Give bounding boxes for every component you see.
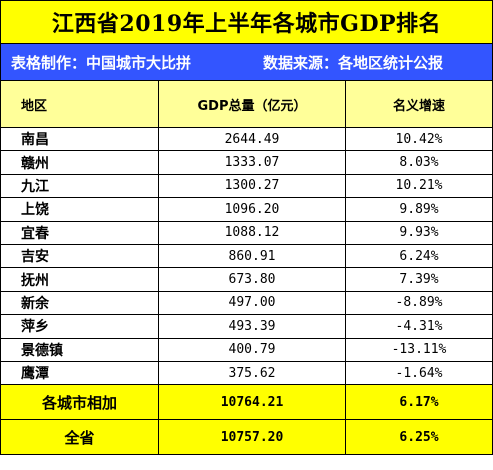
cell-region: 萍乡: [0, 315, 159, 339]
cell-gdp: 1333.07: [159, 151, 346, 175]
cell-gdp: 673.80: [159, 268, 346, 292]
cell-growth: 9.93%: [346, 221, 493, 245]
data-source-text: 数据来源：各地区统计公报: [263, 53, 444, 72]
cell-gdp: 860.91: [159, 245, 346, 269]
cell-growth: 10.42%: [346, 128, 493, 152]
table-row: 宜春 1088.12 9.93%: [0, 221, 493, 245]
table-title-bar: 江西省2019年上半年各城市GDP排名: [0, 0, 493, 44]
cell-growth: -4.31%: [346, 315, 493, 339]
table-row: 上饶 1096.20 9.89%: [0, 198, 493, 222]
cell-growth: 6.25%: [346, 420, 493, 456]
table-row: 赣州 1333.07 8.03%: [0, 151, 493, 175]
table-row: 萍乡 493.39 -4.31%: [0, 315, 493, 339]
source-info-bar: 表格制作：中国城市大比拼 数据来源：各地区统计公报: [0, 44, 493, 80]
cell-gdp: 1096.20: [159, 198, 346, 222]
cell-region: 鹰潭: [0, 362, 159, 386]
cell-growth: -8.89%: [346, 291, 493, 316]
cell-growth: 7.39%: [346, 268, 493, 292]
total-row: 全省 10757.20 6.25%: [0, 420, 493, 456]
cell-region: 景德镇: [0, 338, 159, 362]
cell-gdp: 1088.12: [159, 221, 346, 245]
table-row: 抚州 673.80 7.39%: [0, 268, 493, 292]
cell-growth: 8.03%: [346, 151, 493, 175]
table-title: 江西省2019年上半年各城市GDP排名: [51, 11, 442, 37]
cell-region: 上饶: [0, 198, 159, 222]
column-header-row: 地区 GDP总量（亿元） 名义增速: [0, 80, 493, 128]
total-row: 各城市相加 10764.21 6.17%: [0, 385, 493, 421]
cell-region: 全省: [0, 420, 159, 456]
table-row: 吉安 860.91 6.24%: [0, 245, 493, 269]
cell-region: 南昌: [0, 128, 159, 152]
cell-growth: 6.24%: [346, 245, 493, 269]
cell-region: 九江: [0, 174, 159, 199]
cell-growth: -13.11%: [346, 338, 493, 362]
cell-gdp: 1300.27: [159, 174, 346, 199]
table-row: 新余 497.00 -8.89%: [0, 291, 493, 316]
cell-growth: 9.89%: [346, 198, 493, 222]
table-row: 九江 1300.27 10.21%: [0, 174, 493, 199]
cell-gdp: 10764.21: [159, 385, 346, 421]
cell-growth: 6.17%: [346, 385, 493, 421]
table-row: 南昌 2644.49 10.42%: [0, 128, 493, 152]
cell-growth: 10.21%: [346, 174, 493, 199]
table-row: 景德镇 400.79 -13.11%: [0, 338, 493, 362]
cell-region: 赣州: [0, 151, 159, 175]
header-gdp: GDP总量（亿元）: [159, 81, 346, 128]
cell-gdp: 375.62: [159, 362, 346, 386]
table-row: 鹰潭 375.62 -1.64%: [0, 362, 493, 386]
cell-gdp: 400.79: [159, 338, 346, 362]
cell-gdp: 497.00: [159, 291, 346, 316]
header-growth: 名义增速: [346, 81, 493, 128]
cell-region: 抚州: [0, 268, 159, 292]
cell-growth: -1.64%: [346, 362, 493, 386]
cell-gdp: 2644.49: [159, 128, 346, 152]
cell-region: 各城市相加: [0, 385, 159, 421]
cell-region: 吉安: [0, 245, 159, 269]
header-region: 地区: [0, 81, 159, 128]
cell-region: 宜春: [0, 221, 159, 245]
cell-region: 新余: [0, 291, 159, 316]
table-maker-text: 表格制作：中国城市大比拼: [11, 53, 192, 72]
cell-gdp: 493.39: [159, 315, 346, 339]
cell-gdp: 10757.20: [159, 420, 346, 456]
